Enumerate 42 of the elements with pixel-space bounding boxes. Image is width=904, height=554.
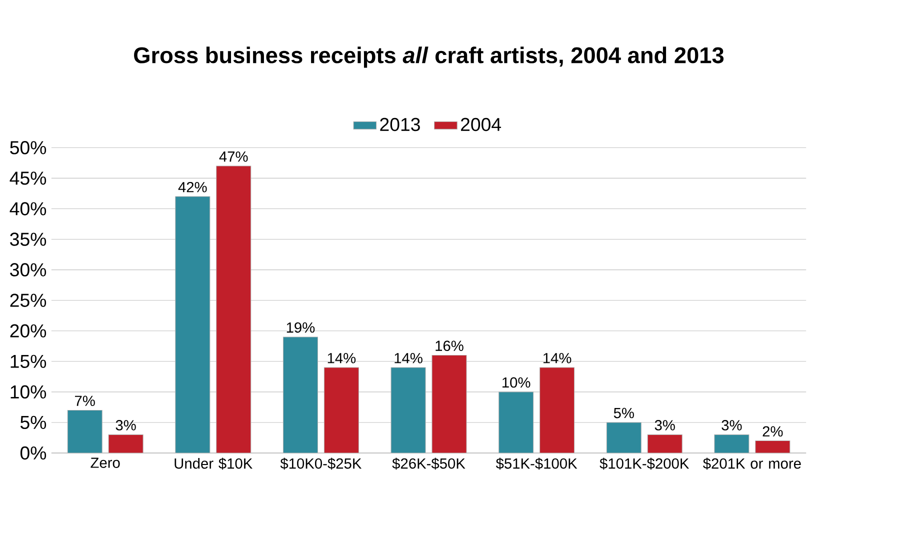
bar (647, 434, 682, 453)
bar (216, 166, 252, 453)
data-label: 3% (722, 420, 742, 430)
y-tick-label: 45% (10, 172, 46, 185)
data-label: 3% (654, 420, 675, 430)
bar (755, 440, 790, 453)
y-tick-label: 20% (10, 324, 46, 338)
x-tick-label: $101K-$200K (600, 458, 690, 470)
x-tick-label: $10K0-$25K (280, 458, 362, 470)
x-tick-label: $26K-$50K (392, 458, 466, 470)
data-label: 42% (178, 182, 207, 192)
data-label: 19% (286, 322, 315, 333)
y-tick-label: 50% (10, 141, 46, 154)
x-tick-label: $51K-$100K (496, 458, 578, 470)
data-label: 10% (502, 377, 530, 388)
x-tick-label: Under $10K (174, 458, 253, 470)
data-label: 3% (116, 420, 136, 430)
y-tick-label: 10% (10, 385, 46, 399)
y-tick-label: 5% (20, 416, 46, 430)
x-tick-label: $201K or more (703, 458, 801, 470)
y-tick-label: 40% (10, 202, 46, 216)
chart-title: Gross business receipts all craft artists, 2004 and 2013 (134, 46, 724, 68)
data-label: 5% (614, 408, 634, 418)
bar (108, 434, 144, 453)
legend-label: 2013 (380, 118, 420, 132)
bar (324, 367, 359, 453)
legend-label: 2004 (461, 118, 502, 132)
bar (432, 355, 467, 453)
data-label: 14% (543, 352, 572, 364)
y-tick-label: 15% (10, 354, 46, 368)
data-label: 47% (219, 151, 248, 162)
y-tick-label: 0% (20, 446, 46, 460)
data-label: 16% (436, 340, 464, 352)
bar (540, 367, 575, 453)
data-label: 2% (762, 426, 783, 437)
data-label: 7% (75, 396, 95, 406)
y-tick-label: 35% (10, 232, 46, 246)
y-tick-label: 25% (10, 294, 46, 307)
x-tick-label: Zero (90, 458, 120, 468)
data-label: 14% (394, 352, 422, 364)
y-tick-label: 30% (10, 263, 46, 276)
data-label: 14% (328, 352, 356, 364)
